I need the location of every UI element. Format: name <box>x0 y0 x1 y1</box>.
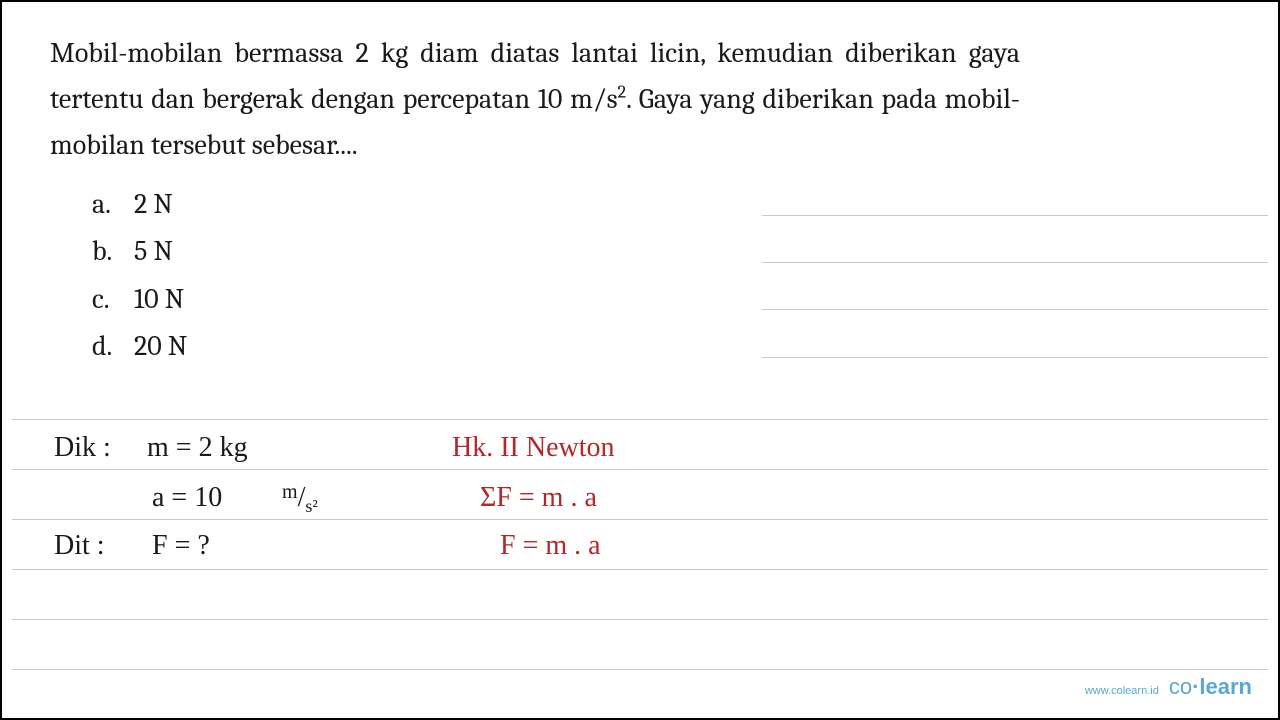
option-value: 2 N <box>134 181 173 229</box>
hw-dit-f: F = ? <box>152 530 210 562</box>
option-label: c. <box>92 276 116 324</box>
footer: www.colearn.id co·learn <box>1085 674 1252 700</box>
answer-options: a. 2 N b. 5 N c. 10 N d. 20 N <box>50 181 1230 371</box>
ruled-line <box>12 419 1268 420</box>
option-value: 10 N <box>134 276 184 324</box>
hw-dik-label: Dik : <box>54 432 111 464</box>
option-b: b. 5 N <box>92 228 1230 276</box>
hw-newton-title: Hk. II Newton <box>452 432 615 464</box>
ruled-line <box>12 669 1268 670</box>
hw-dik-m: m = 2 kg <box>147 432 248 464</box>
hw-eq1: ΣF = m . a <box>480 482 597 514</box>
option-label: a. <box>92 181 116 229</box>
option-c: c. 10 N <box>92 276 1230 324</box>
footer-logo: co·learn <box>1169 674 1252 700</box>
ruled-line <box>12 519 1268 520</box>
question-text: Mobil-mobilan bermassa 2 kg diam diatas … <box>50 30 1020 169</box>
option-d: d. 20 N <box>92 323 1230 371</box>
option-label: b. <box>92 228 116 276</box>
hw-dik-a-unit: m/s² <box>282 482 318 514</box>
option-a: a. 2 N <box>92 181 1230 229</box>
footer-url: www.colearn.id <box>1085 685 1159 697</box>
option-label: d. <box>92 323 116 371</box>
option-value: 5 N <box>134 228 173 276</box>
ruled-line <box>12 619 1268 620</box>
ruled-line <box>12 569 1268 570</box>
option-value: 20 N <box>134 323 187 371</box>
hw-eq2: F = m . a <box>500 530 601 562</box>
hw-dit-label: Dit : <box>54 530 105 562</box>
hw-dik-a-left: a = 10 <box>152 482 222 514</box>
ruled-line <box>12 469 1268 470</box>
